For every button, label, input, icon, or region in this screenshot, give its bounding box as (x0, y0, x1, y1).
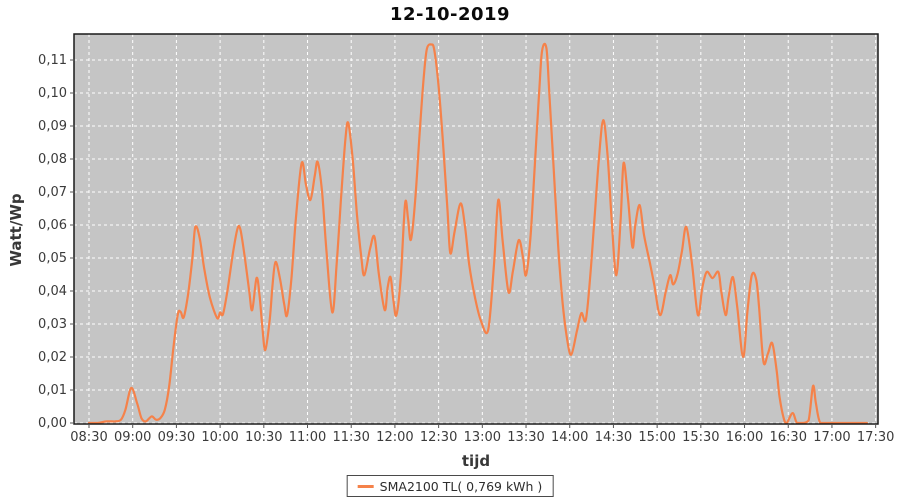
x-tick-label: 15:30 (682, 430, 719, 445)
x-tick-label: 09:00 (114, 430, 151, 445)
legend: SMA2100 TL( 0,769 kWh ) (346, 475, 554, 497)
x-axis-title: tijd (461, 452, 491, 470)
x-tick-label: 16:00 (726, 430, 763, 445)
x-tick-label: 11:00 (289, 430, 326, 445)
x-tick-label: 08:30 (70, 430, 107, 445)
legend-label: SMA2100 TL( 0,769 kWh ) (379, 478, 543, 494)
y-tick-label: 0,02 (38, 350, 67, 365)
x-tick-label: 10:00 (201, 430, 238, 445)
x-tick-label: 15:00 (638, 430, 675, 445)
x-tick-label: 14:00 (551, 430, 588, 445)
y-tick-label: 0,00 (38, 416, 67, 431)
x-tick-label: 13:30 (507, 430, 544, 445)
y-tick-label: 0,04 (38, 284, 67, 299)
y-tick-label: 0,05 (38, 251, 67, 266)
x-tick-label: 11:30 (332, 430, 369, 445)
plot-area (74, 34, 878, 424)
x-tick-label: 12:30 (420, 430, 457, 445)
y-tick-label: 0,09 (38, 119, 67, 134)
plot-border (73, 33, 879, 425)
x-tick-label: 12:00 (376, 430, 413, 445)
y-tick-label: 0,10 (38, 86, 67, 101)
chart-title: 12-10-2019 (389, 4, 511, 25)
y-tick-label: 0,11 (38, 53, 67, 68)
x-tick-label: 17:30 (857, 430, 894, 445)
legend-line-swatch (357, 484, 374, 488)
x-tick-label: 16:30 (770, 430, 807, 445)
x-tick-label: 09:30 (158, 430, 195, 445)
x-tick-label: 17:00 (813, 430, 850, 445)
x-tick-label: 14:30 (595, 430, 632, 445)
y-tick-label: 0,01 (38, 383, 67, 398)
y-tick-label: 0,08 (38, 152, 67, 167)
series-line (87, 42, 868, 425)
y-tick-label: 0,06 (38, 218, 67, 233)
x-tick-label: 10:30 (245, 430, 282, 445)
x-tick-label: 13:00 (464, 430, 501, 445)
y-axis-title: Watt/Wp (7, 193, 25, 267)
y-tick-label: 0,07 (38, 185, 67, 200)
y-tick-label: 0,03 (38, 317, 67, 332)
